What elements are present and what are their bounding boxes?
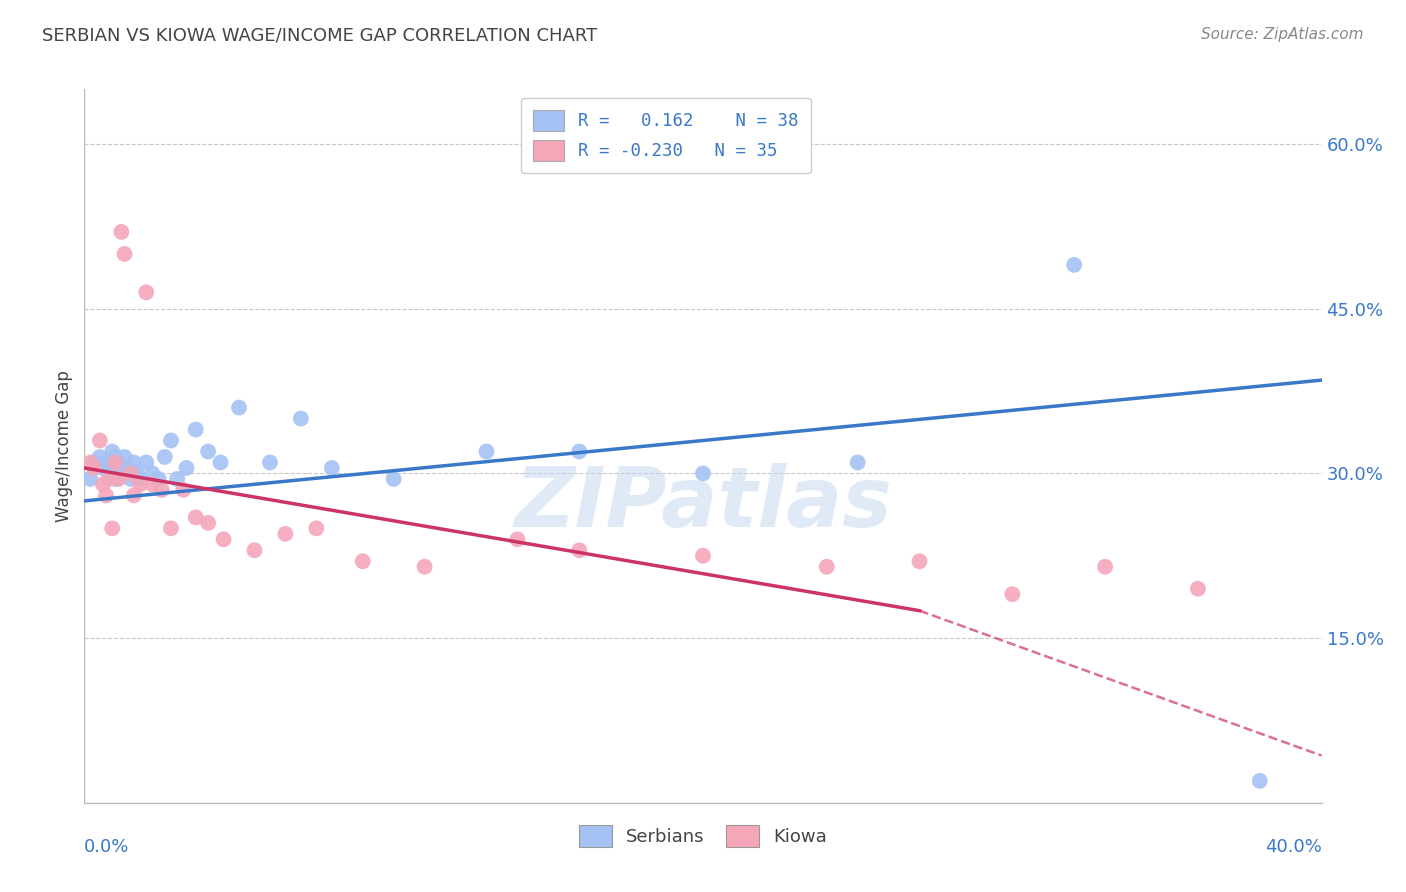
Point — [172, 483, 194, 497]
Point — [104, 455, 127, 469]
Legend: Serbians, Kiowa: Serbians, Kiowa — [572, 818, 834, 855]
Point — [114, 247, 136, 261]
Point — [506, 533, 529, 547]
Point — [122, 488, 145, 502]
Point — [1063, 258, 1085, 272]
Point — [259, 455, 281, 469]
Point — [908, 554, 931, 568]
Point — [89, 450, 111, 464]
Point — [166, 472, 188, 486]
Point — [141, 477, 163, 491]
Point — [160, 521, 183, 535]
Point — [98, 467, 121, 481]
Point — [148, 472, 170, 486]
Point — [94, 488, 117, 502]
Point — [243, 543, 266, 558]
Point — [321, 461, 343, 475]
Point — [1187, 582, 1209, 596]
Point — [305, 521, 328, 535]
Point — [135, 285, 157, 300]
Text: SERBIAN VS KIOWA WAGE/INCOME GAP CORRELATION CHART: SERBIAN VS KIOWA WAGE/INCOME GAP CORRELA… — [42, 27, 598, 45]
Text: 0.0%: 0.0% — [84, 838, 129, 856]
Point — [83, 455, 105, 469]
Point — [150, 483, 173, 497]
Point — [135, 455, 157, 469]
Point — [79, 455, 101, 469]
Point — [1249, 773, 1271, 788]
Point — [110, 225, 132, 239]
Point — [120, 467, 142, 481]
Point — [197, 444, 219, 458]
Point — [122, 455, 145, 469]
Point — [129, 472, 152, 486]
Point — [107, 455, 129, 469]
Point — [692, 549, 714, 563]
Point — [176, 461, 198, 475]
Point — [197, 516, 219, 530]
Point — [815, 559, 838, 574]
Point — [212, 533, 235, 547]
Point — [91, 461, 114, 475]
Point — [475, 444, 498, 458]
Point — [1001, 587, 1024, 601]
Point — [568, 444, 591, 458]
Point — [107, 472, 129, 486]
Point — [352, 554, 374, 568]
Point — [98, 472, 121, 486]
Point — [94, 455, 117, 469]
Point — [83, 461, 105, 475]
Point — [382, 472, 405, 486]
Point — [1094, 559, 1116, 574]
Point — [110, 467, 132, 481]
Point — [120, 472, 142, 486]
Point — [104, 450, 127, 464]
Point — [141, 467, 163, 481]
Text: ZIPatlas: ZIPatlas — [515, 463, 891, 543]
Point — [413, 559, 436, 574]
Point — [79, 472, 101, 486]
Text: 40.0%: 40.0% — [1265, 838, 1322, 856]
Point — [91, 477, 114, 491]
Point — [114, 450, 136, 464]
Point — [692, 467, 714, 481]
Point — [101, 521, 124, 535]
Y-axis label: Wage/Income Gap: Wage/Income Gap — [55, 370, 73, 522]
Point — [184, 423, 207, 437]
Point — [89, 434, 111, 448]
Text: Source: ZipAtlas.com: Source: ZipAtlas.com — [1201, 27, 1364, 42]
Point — [846, 455, 869, 469]
Point — [209, 455, 232, 469]
Point — [101, 444, 124, 458]
Point — [568, 543, 591, 558]
Point — [153, 450, 176, 464]
Point — [104, 472, 127, 486]
Point — [125, 467, 148, 481]
Point — [117, 461, 139, 475]
Point — [290, 411, 312, 425]
Point — [274, 526, 297, 541]
Point — [228, 401, 250, 415]
Point — [184, 510, 207, 524]
Point — [160, 434, 183, 448]
Point — [129, 477, 152, 491]
